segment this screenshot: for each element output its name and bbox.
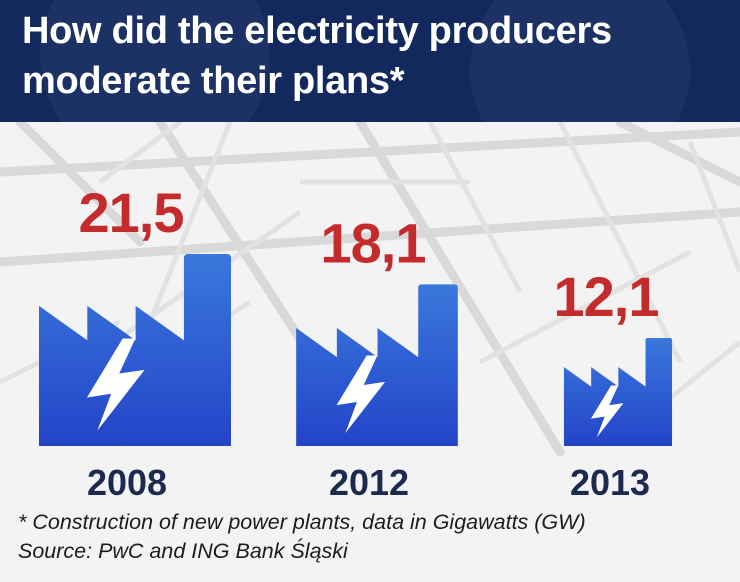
year-label-2013: 2013 bbox=[570, 462, 650, 503]
lightning-bolt-icon bbox=[87, 338, 145, 431]
title-line-2: moderate their plans* bbox=[22, 60, 405, 102]
page-title: How did the electricity producers modera… bbox=[22, 6, 732, 106]
factory-bar-2013 bbox=[563, 337, 673, 446]
footnote-block: * Construction of new power plants, data… bbox=[18, 508, 733, 566]
value-label-2008: 21,5 bbox=[79, 181, 184, 244]
factory-bar-2008 bbox=[39, 254, 231, 446]
value-label-2013: 12,1 bbox=[554, 265, 659, 328]
header-decoration bbox=[470, 0, 690, 122]
year-label-2008: 2008 bbox=[87, 462, 167, 503]
footnote: * Construction of new power plants, data… bbox=[18, 510, 586, 534]
factory-bar-2012 bbox=[296, 284, 458, 446]
year-label-2012: 2012 bbox=[329, 462, 409, 503]
title-line-1: How did the electricity producers bbox=[22, 10, 612, 52]
source-note: Source: PwC and ING Bank Śląski bbox=[18, 539, 348, 563]
value-label-2012: 18,1 bbox=[321, 211, 426, 274]
header-decoration bbox=[40, 0, 270, 122]
lightning-bolt-icon bbox=[336, 355, 386, 434]
header-banner: How did the electricity producers modera… bbox=[0, 0, 740, 122]
lightning-bolt-icon bbox=[590, 385, 624, 438]
